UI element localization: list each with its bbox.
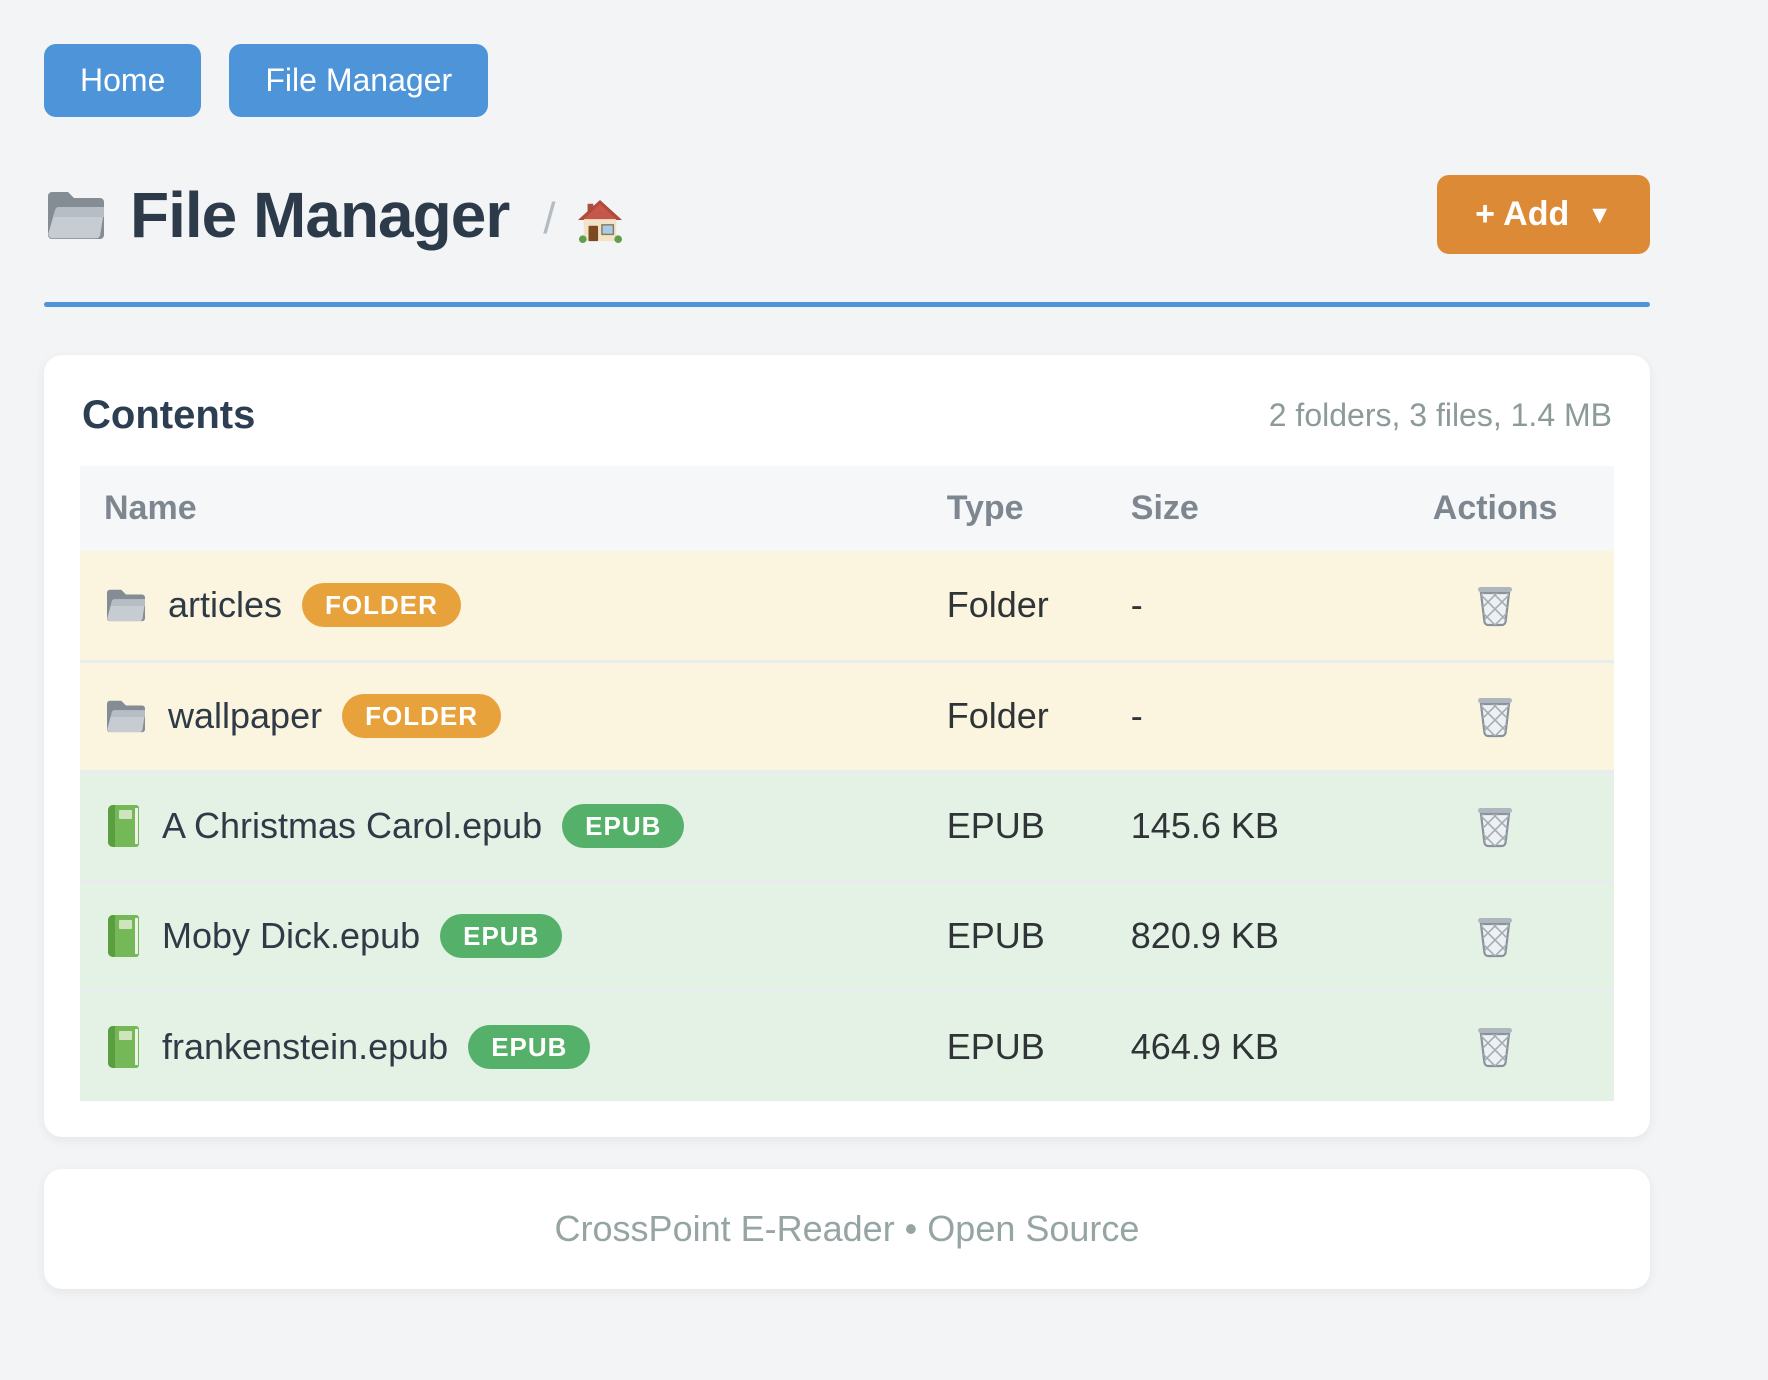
item-name-link[interactable]: frankenstein.epub bbox=[162, 1025, 449, 1067]
file-manager-button[interactable]: File Manager bbox=[229, 44, 489, 118]
open-folder-icon bbox=[44, 187, 108, 243]
trash-icon bbox=[1473, 802, 1517, 850]
table-row: A Christmas Carol.epub EPUB EPUB 145.6 K… bbox=[80, 769, 1614, 882]
item-size: 464.9 KB bbox=[1130, 989, 1377, 1102]
page-header: File Manager / + Add bbox=[44, 175, 1650, 255]
trash-icon bbox=[1473, 1022, 1517, 1070]
trash-icon bbox=[1473, 912, 1517, 960]
type-badge: FOLDER bbox=[342, 694, 501, 739]
item-type: Folder bbox=[946, 551, 1131, 662]
item-name-link[interactable]: A Christmas Carol.epub bbox=[162, 805, 543, 847]
caret-down-icon: ▼ bbox=[1587, 201, 1612, 230]
file-table-body: articles FOLDER Folder - bbox=[80, 551, 1614, 1102]
type-badge: EPUB bbox=[468, 1024, 591, 1069]
column-header-type: Type bbox=[946, 466, 1131, 552]
item-size: 820.9 KB bbox=[1130, 879, 1377, 992]
item-type: EPUB bbox=[946, 879, 1131, 992]
delete-button[interactable] bbox=[1469, 688, 1521, 744]
file-table: Name Type Size Actions bbox=[80, 466, 1614, 1102]
file-table-header: Name Type Size Actions bbox=[80, 466, 1614, 552]
table-row: frankenstein.epub EPUB EPUB 464.9 KB bbox=[80, 989, 1614, 1102]
breadcrumb-home-link[interactable] bbox=[577, 199, 623, 243]
green-book-icon bbox=[104, 913, 142, 959]
folder-icon bbox=[104, 697, 148, 735]
type-badge: EPUB bbox=[562, 804, 685, 849]
column-header-size: Size bbox=[1130, 466, 1377, 552]
item-size: - bbox=[1130, 659, 1377, 772]
footer-text: CrossPoint E-Reader • Open Source bbox=[554, 1208, 1140, 1250]
item-name-link[interactable]: articles bbox=[168, 584, 283, 626]
delete-button[interactable] bbox=[1469, 577, 1521, 633]
table-row: Moby Dick.epub EPUB EPUB 820.9 KB bbox=[80, 879, 1614, 992]
trash-icon bbox=[1473, 581, 1517, 629]
page-title-group: File Manager / bbox=[44, 178, 623, 252]
contents-card: Contents 2 folders, 3 files, 1.4 MB Name… bbox=[44, 355, 1650, 1138]
column-header-name: Name bbox=[80, 466, 947, 552]
item-type: Folder bbox=[946, 659, 1131, 772]
add-button-label: + Add bbox=[1475, 195, 1570, 234]
green-book-icon bbox=[104, 1024, 142, 1070]
item-type: EPUB bbox=[946, 769, 1131, 882]
table-row: articles FOLDER Folder - bbox=[80, 551, 1614, 662]
item-size: 145.6 KB bbox=[1130, 769, 1377, 882]
item-name-link[interactable]: Moby Dick.epub bbox=[162, 915, 421, 957]
add-button[interactable]: + Add ▼ bbox=[1437, 175, 1650, 255]
item-type: EPUB bbox=[946, 989, 1131, 1102]
home-button[interactable]: Home bbox=[44, 44, 202, 118]
type-badge: EPUB bbox=[440, 914, 563, 959]
delete-button[interactable] bbox=[1469, 798, 1521, 854]
trash-icon bbox=[1473, 692, 1517, 740]
column-header-actions: Actions bbox=[1376, 466, 1614, 552]
contents-summary: 2 folders, 3 files, 1.4 MB bbox=[1268, 397, 1612, 434]
footer-card: CrossPoint E-Reader • Open Source bbox=[44, 1169, 1650, 1290]
green-book-icon bbox=[104, 803, 142, 849]
type-badge: FOLDER bbox=[302, 583, 461, 628]
item-name-link[interactable]: wallpaper bbox=[168, 695, 323, 737]
contents-card-header: Contents 2 folders, 3 files, 1.4 MB bbox=[80, 393, 1614, 438]
item-size: - bbox=[1130, 551, 1377, 662]
top-nav: Home File Manager bbox=[44, 44, 1650, 118]
page: Home File Manager File Manager / bbox=[44, 44, 1650, 1290]
folder-icon bbox=[104, 586, 148, 624]
title-divider bbox=[44, 302, 1650, 308]
table-row: wallpaper FOLDER Folder - bbox=[80, 659, 1614, 772]
page-title: File Manager bbox=[130, 178, 510, 251]
house-icon bbox=[577, 199, 623, 243]
delete-button[interactable] bbox=[1469, 908, 1521, 964]
delete-button[interactable] bbox=[1469, 1018, 1521, 1074]
breadcrumb-separator: / bbox=[543, 193, 556, 243]
contents-heading: Contents bbox=[82, 393, 256, 438]
